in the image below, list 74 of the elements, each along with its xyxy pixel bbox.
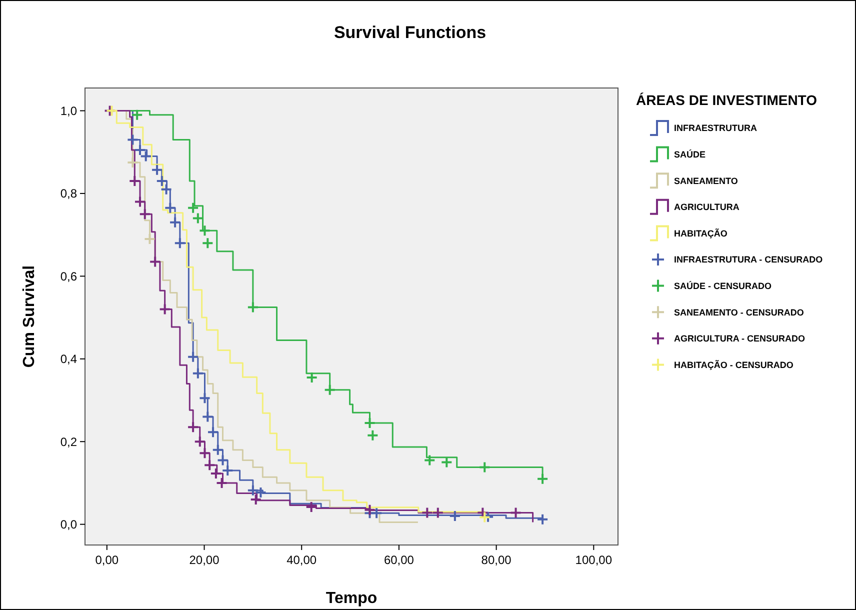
legend-label: SANEAMENTO - CENSURADO [674,307,804,318]
legend-title: ÁREAS DE INVESTIMENTO [636,92,818,108]
point [370,507,383,520]
point [158,303,171,316]
point [250,494,262,506]
point [202,410,214,423]
y-tick-label: 1,0 [60,104,78,118]
x-axis-title: Tempo [326,590,378,607]
point [192,212,204,224]
point [421,506,434,519]
x-tick-label: 40,00 [286,553,317,567]
y-tick-label: 0,2 [60,434,78,449]
point [128,175,141,188]
point [246,484,259,496]
point [216,454,229,466]
legend-label: AGRICULTURA - CENSURADO [674,334,805,344]
point [169,216,182,228]
point [198,447,211,460]
y-tick-label: 0,6 [60,269,78,284]
x-tick-label: 80,00 [481,553,512,567]
legend-label: SANEAMENTO [674,176,738,186]
point [536,472,549,485]
chart-title: Survival Functions [334,23,486,42]
point [510,506,522,519]
legend-label: INFRAESTRUTURA - CENSURADO [674,254,823,265]
point [194,436,206,448]
point [364,504,376,516]
point [164,202,176,214]
legend-label: INFRAESTRUTURA [674,123,758,134]
x-tick-label: 0,00 [95,553,119,567]
point [207,426,220,438]
point [198,224,211,237]
point [478,511,491,524]
legend-label: AGRICULTURA [674,202,740,212]
point [187,421,200,434]
point [131,108,144,121]
y-axis-title: Cum Survival [21,265,38,368]
point [212,444,224,456]
legend-label: SAÚDE [674,149,706,160]
x-tick-label: 60,00 [384,553,414,567]
y-tick-label: 0,0 [60,518,78,532]
point [536,513,549,526]
point [432,506,444,519]
x-tick-label: 100,00 [575,553,612,567]
legend-label: SAÚDE - CENSURADO [674,280,772,291]
point [222,464,234,477]
legend-label: HABITAÇÃO - CENSURADO [674,358,794,370]
point [364,416,376,429]
point [187,202,200,214]
point [254,486,267,498]
point [187,350,200,363]
point [216,476,228,489]
point [324,384,336,396]
point [198,392,211,404]
point [478,461,491,474]
point [138,208,151,220]
point [424,454,436,466]
point [306,372,318,384]
point [246,301,259,314]
point [448,510,461,522]
point [149,256,162,268]
point [174,237,186,250]
point [126,156,139,168]
point [144,232,156,245]
point [192,367,204,380]
point [366,429,379,442]
y-tick-label: 0,8 [60,186,78,201]
point [151,164,164,176]
point [126,134,139,146]
point [202,237,214,250]
point [134,196,146,208]
y-tick-label: 0,4 [60,352,78,366]
x-tick-label: 20,00 [189,553,220,567]
legend-label: HABITAÇÃO [674,227,728,238]
